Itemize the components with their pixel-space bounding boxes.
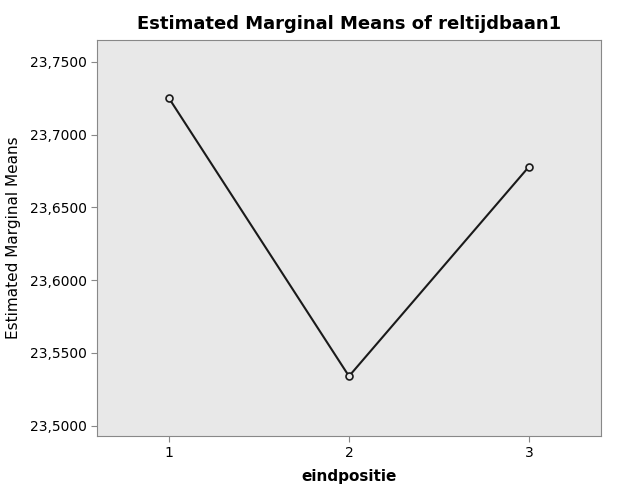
Title: Estimated Marginal Means of reltijdbaan1: Estimated Marginal Means of reltijdbaan1 — [137, 15, 561, 33]
X-axis label: eindpositie: eindpositie — [301, 468, 397, 483]
Y-axis label: Estimated Marginal Means: Estimated Marginal Means — [6, 137, 21, 339]
